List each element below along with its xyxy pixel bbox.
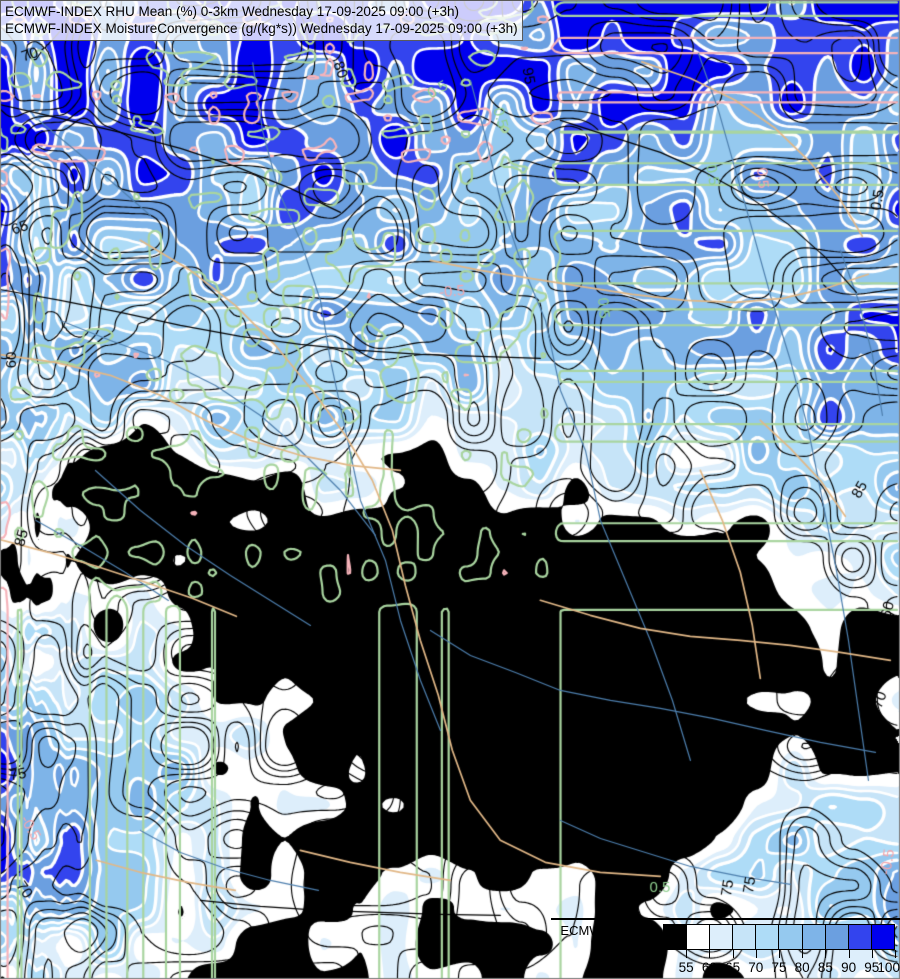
legend-label-80: 80	[794, 960, 810, 975]
legend-tick-80	[802, 950, 804, 958]
map-title-overlay: ECMWF-INDEX RHU Mean (%) 0-3km Wednesday…	[0, 0, 523, 41]
legend-label-55: 55	[678, 960, 694, 975]
legend-tick-65	[732, 950, 734, 958]
legend-swatch-9	[871, 925, 894, 949]
legend-swatch-3	[733, 925, 757, 949]
legend-swatch-6	[802, 925, 826, 949]
legend-label-70: 70	[748, 960, 764, 975]
legend-swatch-7	[825, 925, 849, 949]
title-line-rhu: ECMWF-INDEX RHU Mean (%) 0-3km Wednesday…	[5, 4, 460, 19]
legend-label-65: 65	[725, 960, 741, 975]
legend-label-75: 75	[771, 960, 787, 975]
legend-tick-100	[895, 950, 896, 958]
legend-tick-labels: 55 60 65 70 75 80 85 90 95 100	[663, 960, 900, 978]
legend-swatch-0	[664, 925, 688, 949]
legend-tick-95	[871, 950, 873, 958]
legend-tick-70	[755, 950, 757, 958]
legend-label-60: 60	[701, 960, 717, 975]
legend-ticks	[663, 950, 896, 960]
legend-caption-units: %	[601, 953, 613, 968]
legend-swatch-1	[687, 925, 711, 949]
legend-label-100: 100	[877, 960, 900, 975]
legend-swatch-5	[779, 925, 803, 949]
legend-tick-85	[825, 950, 827, 958]
legend-label-95: 95	[864, 960, 880, 975]
legend-swatch-2	[710, 925, 734, 949]
legend-tick-60	[709, 950, 711, 958]
legend-tick-75	[779, 950, 780, 958]
legend-tick-55	[686, 950, 688, 958]
legend-label-85: 85	[817, 960, 833, 975]
legend-tick-90	[848, 950, 850, 958]
legend-swatch-4	[756, 925, 780, 949]
legend-label-90: 90	[841, 960, 857, 975]
title-line-moisture-convergence: ECMWF-INDEX MoistureConvergence (g/(kg*s…	[5, 21, 518, 36]
legend-scale: 55 60 65 70 75 80 85 90 95 100	[663, 920, 900, 978]
legend-caption-model: ECMWF-INDEX	[560, 923, 654, 938]
legend-swatch-8	[848, 925, 872, 949]
legend-caption-variable: RHU	[592, 938, 622, 953]
legend-caption: ECMWF-INDEX RHU %	[551, 920, 663, 968]
colorbar-legend: ECMWF-INDEX RHU % 55 60 65 70 75 80 85 90 95 100	[551, 918, 900, 979]
legend-swatches	[663, 924, 895, 950]
